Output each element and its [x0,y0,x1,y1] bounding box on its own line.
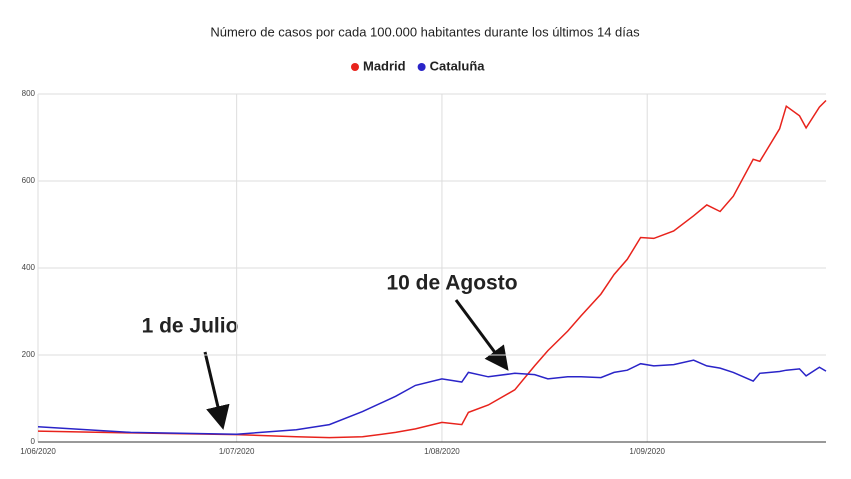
x-tick-label: 1/09/2020 [629,447,665,456]
y-tick-label: 0 [31,437,36,446]
legend-label: Cataluña [430,58,486,73]
x-tick-label: 1/08/2020 [424,447,460,456]
x-tick-label: 1/06/2020 [20,447,56,456]
annotation: 10 de Agosto [386,272,517,295]
legend-label: Madrid [363,58,406,73]
legend-marker [351,63,359,71]
y-tick-label: 600 [22,176,36,185]
y-tick-label: 200 [22,350,36,359]
chart-title: Número de casos por cada 100.000 habitan… [210,24,640,39]
annotation-arrow [203,351,230,430]
annotation: 1 de Julio [142,315,239,338]
y-tick-label: 400 [22,263,36,272]
annotation-arrow [454,299,509,371]
y-tick-label: 800 [22,89,36,98]
series-line [37,99,827,439]
legend-marker [417,63,426,71]
series-line [37,359,827,435]
x-tick-label: 1/07/2020 [219,447,255,456]
